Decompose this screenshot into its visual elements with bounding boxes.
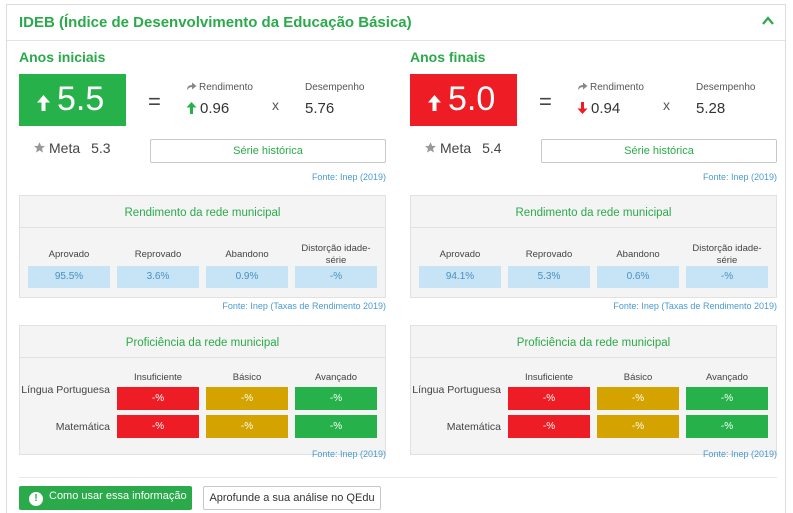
header-aprovado: Aprovado	[48, 249, 90, 260]
proficiencia-panel-title: Proficiência da rede municipal	[516, 337, 671, 349]
header-insuficiente: Insuficiente	[524, 372, 574, 383]
rate-reprovado: 5.3%	[508, 266, 590, 288]
divider	[19, 477, 777, 478]
rendimento-panel-title: Rendimento da rede municipal	[124, 207, 281, 219]
arrow-up-icon	[428, 95, 441, 111]
deep-analysis-button[interactable]: Aprofunde a sua análise no QEdu	[203, 486, 381, 510]
ideb-score: 5.5	[57, 80, 105, 118]
rendimento-value: 0.96	[186, 100, 229, 117]
serie-historica-button[interactable]: Série histórica	[541, 139, 777, 163]
prof-cell: -%	[508, 387, 590, 410]
header-basico: Básico	[232, 372, 262, 383]
meta-value: 5.4	[482, 140, 502, 156]
header-avancado: Avançado	[705, 372, 749, 383]
fonte-ideb-link[interactable]: Fonte: Inep (2019)	[311, 172, 386, 182]
meta: Meta 5.4	[424, 140, 502, 156]
fonte-proficiencia-link[interactable]: Fonte: Inep (2019)	[311, 449, 386, 459]
rate-reprovado: 3.6%	[117, 266, 199, 288]
proficiencia-panel: Proficiência da rede municipal Insuficie…	[19, 325, 386, 455]
header-reprovado: Reprovado	[134, 249, 182, 260]
divider	[411, 357, 776, 358]
header-avancado: Avançado	[314, 372, 358, 383]
equals-sign: =	[539, 89, 552, 114]
row-label-matematica: Matemática	[446, 421, 501, 433]
arrow-down-icon	[577, 102, 588, 114]
rate-distorcao: -%	[295, 266, 377, 288]
prof-cell: -%	[117, 387, 199, 410]
fonte-ideb-link[interactable]: Fonte: Inep (2019)	[702, 172, 777, 182]
rendimento-label: Rendimento	[577, 82, 644, 93]
prof-cell: -%	[206, 415, 288, 438]
header-aprovado: Aprovado	[439, 249, 481, 260]
section-title: Anos finais	[410, 49, 486, 65]
header-basico: Básico	[623, 372, 653, 383]
arrow-up-icon	[37, 95, 50, 111]
rate-abandono: 0.9%	[206, 266, 288, 288]
divider	[20, 357, 385, 358]
rendimento-panel-title: Rendimento da rede municipal	[515, 207, 672, 219]
info-icon: !	[29, 492, 43, 506]
anos-iniciais-section: Anos iniciais 5.5 = Rendimento 0.96 x De…	[19, 49, 386, 469]
rendimento-panel: Rendimento da rede municipal Aprovado Re…	[410, 195, 777, 298]
desempenho-label: Desempenho	[696, 82, 756, 93]
proficiencia-panel: Proficiência da rede municipal Insuficie…	[410, 325, 777, 455]
header-abandono: Abandono	[225, 249, 269, 260]
share-arrow-icon	[187, 82, 197, 90]
fonte-rendimento-link[interactable]: Fonte: Inep (Taxas de Rendimento 2019)	[222, 301, 386, 311]
rendimento-panel: Rendimento da rede municipal Aprovado Re…	[19, 195, 386, 298]
ideb-score-box: 5.0	[410, 74, 517, 126]
prof-cell: -%	[508, 415, 590, 438]
prof-cell: -%	[686, 415, 768, 438]
share-arrow-icon	[578, 82, 588, 90]
header-insuficiente: Insuficiente	[133, 372, 183, 383]
meta: Meta 5.3	[33, 140, 111, 156]
star-icon	[425, 142, 436, 153]
divider	[411, 227, 776, 228]
equals-sign: =	[148, 89, 161, 114]
desempenho-value: 5.76	[305, 100, 335, 117]
prof-cell: -%	[597, 387, 679, 410]
star-icon	[34, 142, 45, 153]
divider	[20, 227, 385, 228]
rate-abandono: 0.6%	[597, 266, 679, 288]
ideb-score-box: 5.5	[19, 74, 126, 126]
rendimento-label: Rendimento	[186, 82, 253, 93]
multiply-sign: x	[663, 97, 670, 113]
desempenho-value: 5.28	[696, 100, 726, 117]
multiply-sign: x	[272, 97, 279, 113]
row-label-matematica: Matemática	[55, 421, 110, 433]
row-label-portugues: Língua Portuguesa	[412, 384, 501, 396]
desempenho-label: Desempenho	[305, 82, 365, 93]
arrow-up-icon	[186, 102, 197, 114]
ideb-card: IDEB (Índice de Desenvolvimento da Educa…	[6, 4, 786, 513]
prof-cell: -%	[117, 415, 199, 438]
fonte-rendimento-link[interactable]: Fonte: Inep (Taxas de Rendimento 2019)	[613, 301, 777, 311]
row-label-portugues: Língua Portuguesa	[21, 384, 110, 396]
how-to-use-button[interactable]: ! Como usar essa informação	[19, 486, 192, 510]
header-abandono: Abandono	[616, 249, 660, 260]
header-distorcao: Distorção idade-série	[301, 243, 371, 266]
prof-cell: -%	[295, 415, 377, 438]
chevron-up-icon[interactable]	[761, 14, 775, 28]
proficiencia-panel-title: Proficiência da rede municipal	[125, 337, 280, 349]
prof-cell: -%	[686, 387, 768, 410]
fonte-proficiencia-link[interactable]: Fonte: Inep (2019)	[702, 449, 777, 459]
rendimento-value: 0.94	[577, 100, 620, 117]
rate-distorcao: -%	[686, 266, 768, 288]
prof-cell: -%	[295, 387, 377, 410]
card-header[interactable]: IDEB (Índice de Desenvolvimento da Educa…	[7, 5, 785, 41]
header-reprovado: Reprovado	[525, 249, 573, 260]
rate-aprovado: 94.1%	[419, 266, 501, 288]
section-title: Anos iniciais	[19, 49, 106, 65]
ideb-score: 5.0	[448, 80, 496, 118]
rate-aprovado: 95.5%	[28, 266, 110, 288]
serie-historica-button[interactable]: Série histórica	[150, 139, 386, 163]
prof-cell: -%	[597, 415, 679, 438]
anos-finais-section: Anos finais 5.0 = Rendimento 0.94 x Dese…	[410, 49, 777, 469]
prof-cell: -%	[206, 387, 288, 410]
card-title: IDEB (Índice de Desenvolvimento da Educa…	[19, 14, 412, 31]
meta-value: 5.3	[91, 140, 111, 156]
header-distorcao: Distorção idade-série	[692, 243, 762, 266]
